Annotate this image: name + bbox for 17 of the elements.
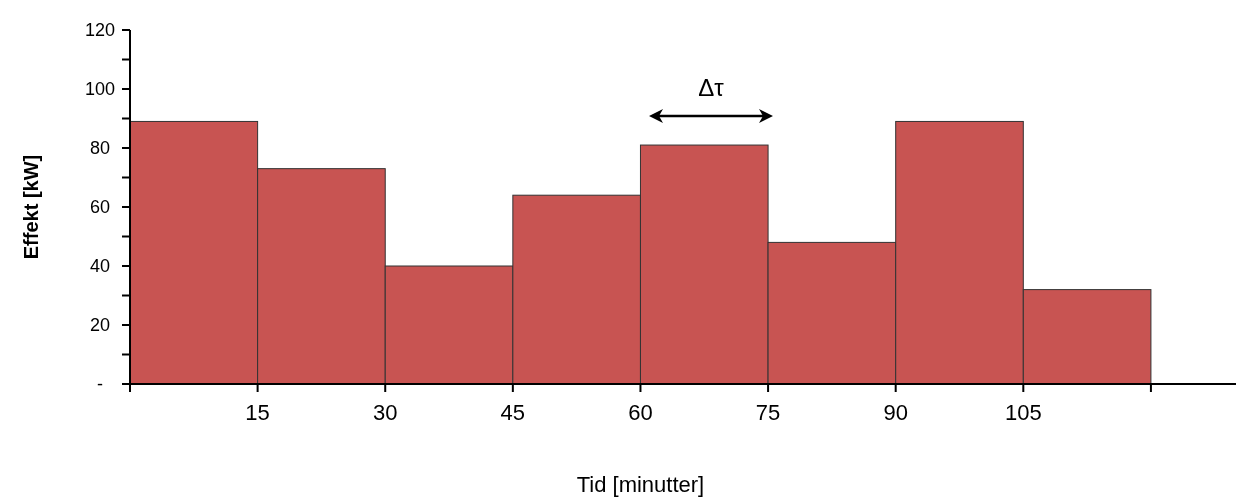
y-axis-title: Effekt [kW] xyxy=(20,154,42,260)
x-tick-label: 105 xyxy=(1004,400,1042,425)
x-tick-label: 45 xyxy=(500,400,526,425)
y-tick-label: 100 xyxy=(84,79,116,100)
y-tick-label: 60 xyxy=(89,197,111,218)
y-tick-label: 80 xyxy=(89,138,111,159)
x-tick-label: 30 xyxy=(372,400,398,425)
x-tick-label: 75 xyxy=(755,400,781,425)
x-tick-label: 60 xyxy=(628,400,653,425)
y-tick-label: - xyxy=(97,374,103,395)
y-tick-label: 40 xyxy=(89,256,111,277)
x-tick-label: 15 xyxy=(245,400,270,425)
x-tick-label: 90 xyxy=(883,400,908,425)
x-axis-title: Tid [minutter] xyxy=(576,472,705,497)
annotation: Δτ xyxy=(698,74,725,101)
y-tick-label: 20 xyxy=(89,315,111,336)
y-tick-label: 120 xyxy=(84,20,116,41)
